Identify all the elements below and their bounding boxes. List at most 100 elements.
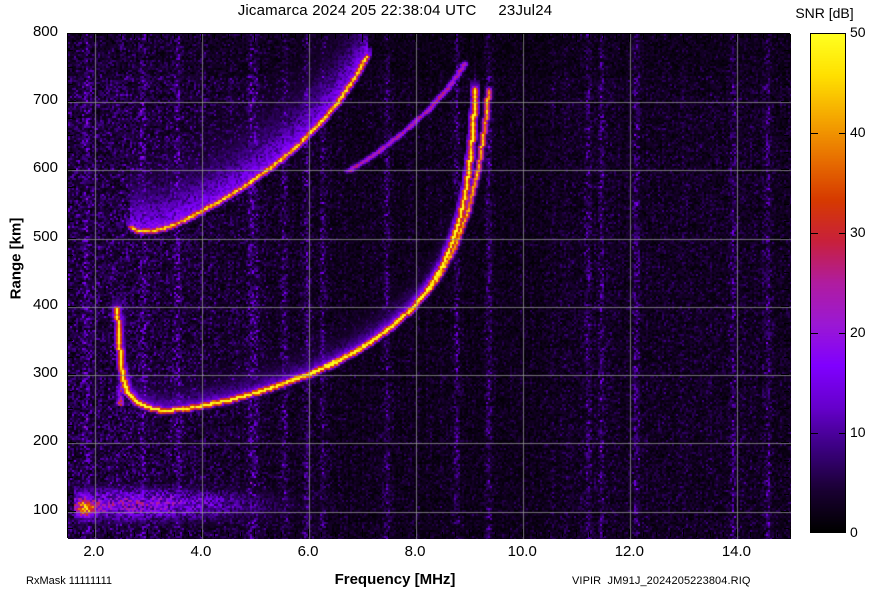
axis-tick-mark	[723, 532, 725, 537]
axis-tick-mark	[80, 532, 82, 537]
axis-tick-mark	[147, 529, 149, 537]
axis-tick-mark	[200, 34, 202, 42]
axis-tick-mark	[535, 34, 537, 39]
axis-tick-mark	[68, 374, 76, 376]
axis-tick-mark	[133, 34, 135, 39]
axis-tick-mark	[415, 529, 417, 537]
axis-tick-mark	[68, 237, 76, 239]
axis-tick-mark	[784, 203, 789, 205]
axis-tick-mark	[227, 34, 229, 39]
axis-tick-mark	[174, 34, 176, 39]
axis-tick-mark	[308, 34, 309, 42]
axis-tick-mark	[602, 532, 604, 537]
axis-tick-mark	[602, 34, 604, 39]
axis-tick-mark	[68, 50, 73, 52]
axis-tick-mark	[68, 135, 73, 137]
axis-tick-mark	[784, 271, 789, 273]
axis-tick-mark	[294, 34, 296, 39]
axis-tick-mark	[68, 186, 73, 188]
axis-tick-mark	[361, 34, 363, 42]
axis-tick-mark	[68, 340, 73, 342]
colorbar-tick-mark	[839, 133, 846, 134]
axis-tick-mark	[68, 323, 73, 325]
x-tick-label: 2.0	[83, 543, 105, 560]
axis-tick-mark	[428, 532, 430, 537]
y-axis-title: Range [km]	[7, 217, 25, 300]
axis-tick-mark	[321, 34, 323, 39]
axis-tick-mark	[549, 532, 550, 537]
axis-tick-mark	[784, 135, 789, 137]
axis-tick-mark	[784, 476, 789, 478]
ionogram-heatmap-canvas[interactable]	[68, 34, 791, 539]
axis-tick-mark	[348, 34, 350, 39]
y-tick-label: 100	[32, 500, 58, 518]
axis-tick-mark	[656, 532, 658, 537]
axis-tick-mark	[68, 169, 76, 171]
axis-tick-mark	[187, 34, 189, 39]
axis-tick-mark	[388, 532, 390, 537]
axis-tick-mark	[682, 34, 684, 42]
axis-tick-mark	[781, 169, 789, 171]
axis-tick-mark	[68, 203, 73, 205]
axis-tick-mark	[781, 442, 789, 444]
axis-tick-mark	[254, 34, 256, 42]
axis-tick-mark	[120, 532, 122, 537]
axis-tick-mark	[67, 532, 68, 537]
axis-tick-mark	[68, 288, 73, 290]
axis-tick-mark	[107, 532, 109, 537]
ionogram-plot[interactable]	[67, 33, 791, 539]
axis-tick-mark	[790, 529, 791, 537]
axis-tick-mark	[575, 529, 577, 537]
axis-tick-mark	[669, 532, 671, 537]
axis-tick-mark	[455, 532, 457, 537]
axis-tick-mark	[642, 532, 644, 537]
axis-tick-mark	[267, 34, 269, 39]
axis-tick-mark	[281, 34, 283, 39]
axis-tick-mark	[147, 34, 149, 42]
axis-tick-mark	[441, 34, 443, 39]
x-tick-label: 10.0	[507, 543, 537, 560]
axis-tick-mark	[68, 476, 73, 478]
colorbar-gradient	[811, 34, 845, 532]
axis-tick-mark	[508, 34, 510, 39]
axis-tick-mark	[482, 34, 484, 39]
colorbar[interactable]	[810, 33, 846, 533]
axis-tick-mark	[709, 34, 711, 39]
axis-tick-mark	[200, 529, 202, 537]
axis-tick-mark	[495, 532, 497, 537]
axis-tick-mark	[508, 532, 510, 537]
x-tick-label: 4.0	[190, 543, 212, 560]
colorbar-tick-label: 50	[850, 24, 866, 40]
axis-tick-mark	[784, 50, 789, 52]
axis-tick-mark	[294, 532, 296, 537]
axis-tick-mark	[374, 532, 376, 537]
axis-tick-mark	[784, 425, 789, 427]
axis-tick-mark	[267, 532, 269, 537]
y-tick-label: 200	[32, 432, 58, 450]
axis-tick-mark	[441, 532, 443, 537]
axis-tick-mark	[68, 305, 76, 307]
axis-tick-mark	[68, 527, 73, 529]
axis-tick-mark	[589, 34, 591, 39]
axis-tick-mark	[401, 34, 403, 39]
colorbar-title: SNR [dB]	[795, 5, 854, 21]
axis-tick-mark	[254, 529, 256, 537]
axis-tick-mark	[784, 220, 789, 222]
source-file-label: VIPIR JM91J_2024205223804.RIQ	[572, 575, 751, 587]
colorbar-tick-mark	[811, 333, 818, 334]
axis-tick-mark	[589, 532, 591, 537]
axis-tick-mark	[468, 34, 470, 42]
axis-tick-mark	[482, 532, 484, 537]
axis-tick-mark	[575, 34, 577, 42]
axis-tick-mark	[784, 118, 789, 120]
axis-tick-mark	[781, 237, 789, 239]
axis-tick-mark	[781, 305, 789, 307]
colorbar-tick-mark	[839, 433, 846, 434]
y-tick-label: 800	[32, 23, 58, 40]
axis-tick-mark	[781, 101, 789, 103]
axis-tick-mark	[784, 527, 789, 529]
axis-tick-mark	[68, 442, 76, 444]
axis-tick-mark	[388, 34, 390, 39]
axis-tick-mark	[334, 532, 336, 537]
axis-tick-mark	[790, 34, 791, 42]
